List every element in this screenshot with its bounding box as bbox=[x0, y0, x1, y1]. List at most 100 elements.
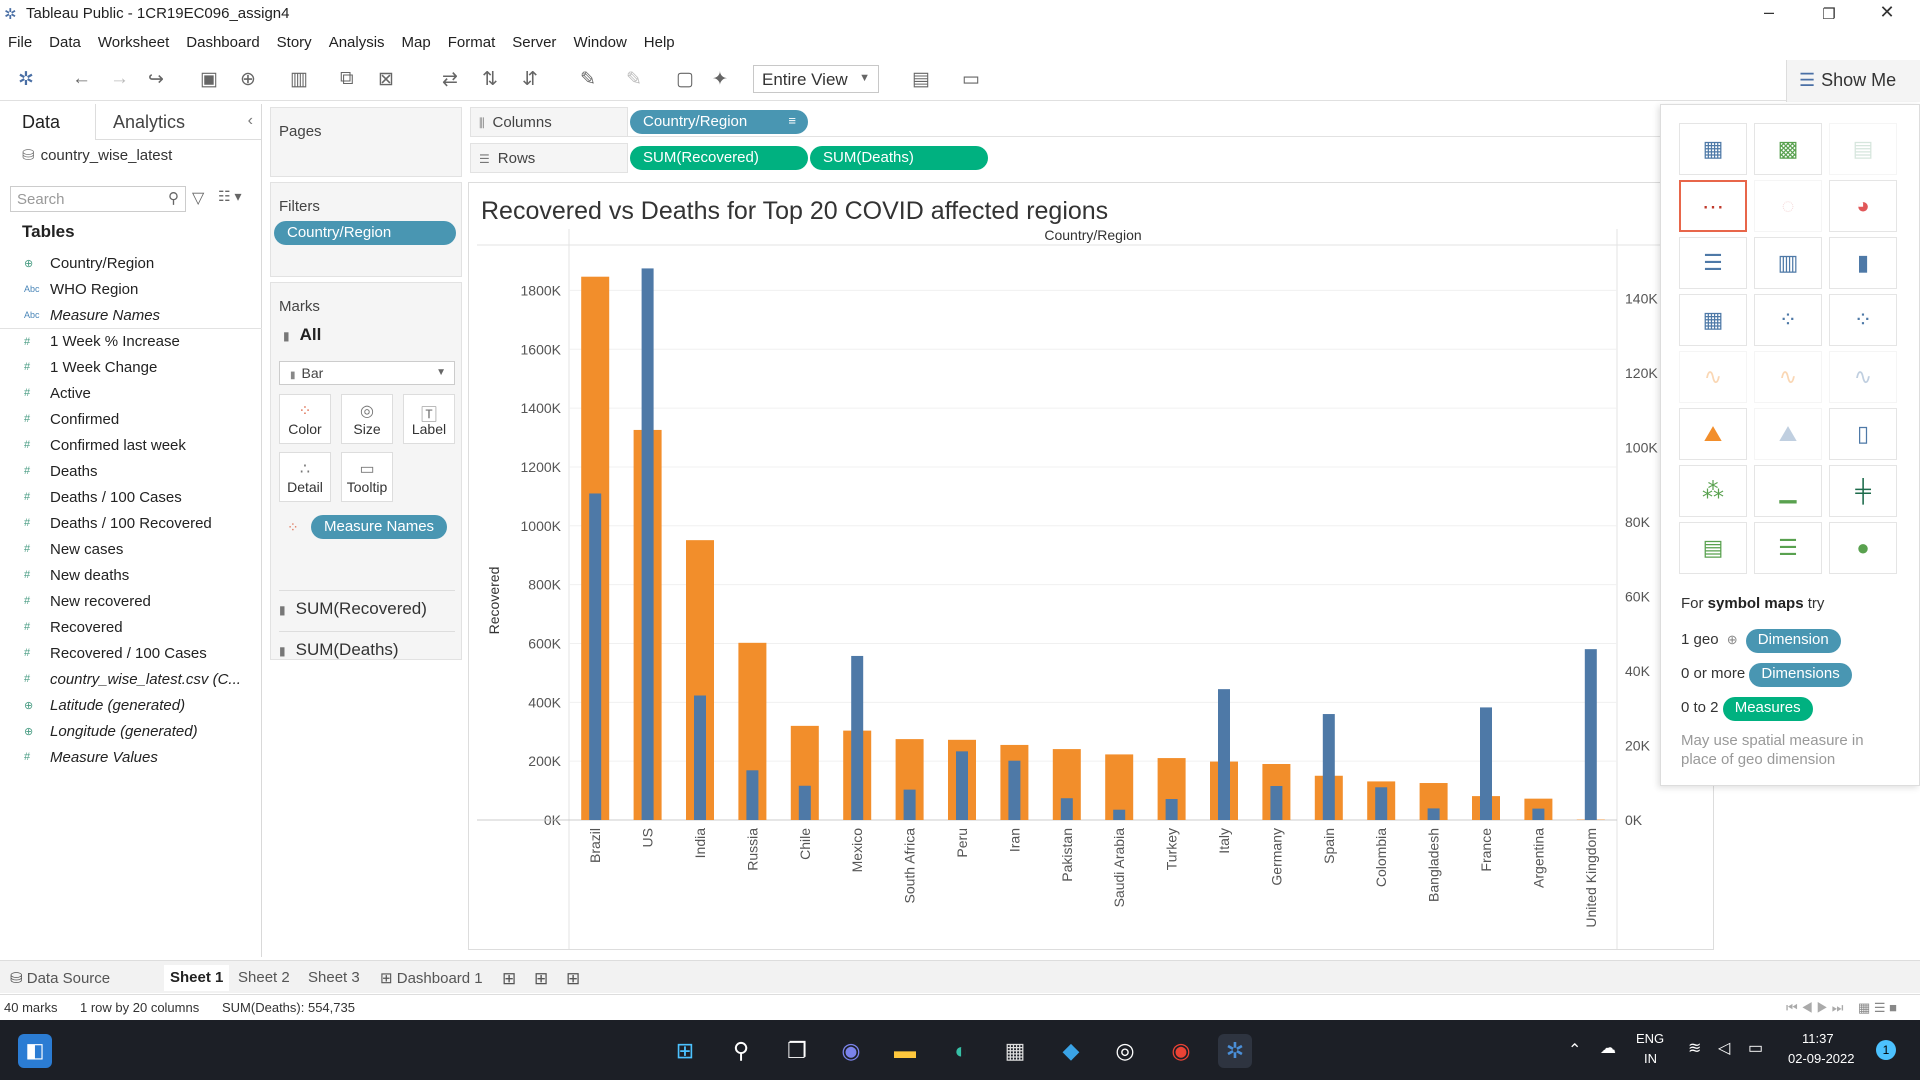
sort-descending-icon[interactable]: ⇵ bbox=[522, 69, 538, 90]
field-item[interactable]: # New recovered bbox=[0, 588, 262, 614]
new-worksheet-icon[interactable]: ▥ bbox=[290, 69, 308, 90]
field-item[interactable]: # Confirmed bbox=[0, 406, 262, 432]
rows-pill-recovered[interactable]: SUM(Recovered) bbox=[630, 146, 808, 170]
menu-worksheet[interactable]: Worksheet bbox=[97, 33, 170, 51]
menu-file[interactable]: File bbox=[8, 33, 33, 51]
color-pill-measure-names[interactable]: Measure Names bbox=[311, 515, 448, 539]
show-me-heat-map-icon[interactable]: ▩ bbox=[1754, 123, 1822, 175]
search-input[interactable]: Search ⚲ bbox=[10, 186, 186, 212]
notification-badge[interactable]: 1 bbox=[1876, 1040, 1896, 1060]
swap-rows-columns-icon[interactable]: ⇄ bbox=[442, 69, 458, 90]
clear-sheet-icon[interactable]: ⊠ bbox=[378, 69, 394, 90]
widgets-icon[interactable]: ◧ bbox=[18, 1034, 52, 1068]
data-source-item[interactable]: ⛁ country_wise_latest bbox=[22, 146, 172, 164]
tableau-home-icon[interactable]: ✲ bbox=[18, 69, 34, 90]
restore-button[interactable]: ❐ bbox=[1822, 6, 1836, 23]
show-me-dual-lines-icon[interactable]: ∿ bbox=[1829, 351, 1897, 403]
detail-card[interactable]: ∴ Detail bbox=[279, 452, 331, 502]
search-taskbar-icon[interactable]: ⚲ bbox=[732, 1038, 750, 1063]
presentation-mode-icon[interactable]: ▭ bbox=[962, 69, 980, 90]
new-dashboard-icon[interactable]: ⊞ bbox=[534, 969, 549, 988]
field-item[interactable]: ⊕ Country/Region bbox=[0, 250, 262, 276]
show-me-continuous-lines-icon[interactable]: ∿ bbox=[1679, 351, 1747, 403]
show-me-box-and-whisker-icon[interactable]: ╪ bbox=[1829, 465, 1897, 517]
show-me-dual-combination-icon[interactable]: ▯ bbox=[1829, 408, 1897, 460]
data-source-tab[interactable]: ⛁ Data Source bbox=[10, 969, 110, 987]
show-me-horizontal-bars-icon[interactable]: ☰ bbox=[1679, 237, 1747, 289]
tab-data[interactable]: Data bbox=[22, 112, 61, 132]
fit-dropdown[interactable]: Entire View ▼ bbox=[753, 65, 879, 93]
field-item[interactable]: # Deaths / 100 Recovered bbox=[0, 510, 262, 536]
rows-pill-deaths[interactable]: SUM(Deaths) bbox=[810, 146, 988, 170]
label-card[interactable]: 🅃 Label bbox=[403, 394, 455, 444]
field-item[interactable]: # Deaths / 100 Cases bbox=[0, 484, 262, 510]
show-me-pie-chart-icon[interactable]: ◕ bbox=[1829, 180, 1897, 232]
wifi-icon[interactable]: ≋ bbox=[1688, 1040, 1702, 1057]
filters-shelf[interactable]: Filters Country/Region bbox=[270, 182, 462, 277]
start-icon[interactable]: ⊞ bbox=[675, 1038, 695, 1063]
replay-icon[interactable]: ↪ bbox=[148, 69, 164, 90]
menu-format[interactable]: Format bbox=[447, 33, 496, 51]
duplicate-sheet-icon[interactable]: ⧉ bbox=[340, 68, 354, 89]
show-me-area-continuous-icon[interactable]: ⛰ bbox=[1679, 408, 1747, 460]
show-me-stacked-bars-icon[interactable]: ▥ bbox=[1754, 237, 1822, 289]
show-me-gantt-chart-icon[interactable]: ▤ bbox=[1679, 522, 1747, 574]
mark-type-dropdown[interactable]: ▮ Bar ▼ bbox=[279, 361, 455, 385]
field-item[interactable]: Abc Measure Names bbox=[0, 302, 262, 328]
field-item[interactable]: ⊕ Longitude (generated) bbox=[0, 718, 262, 744]
show-me-bullet-graph-icon[interactable]: ☰ bbox=[1754, 522, 1822, 574]
minimize-button[interactable]: – bbox=[1763, 2, 1774, 22]
group-members-icon[interactable]: ✎ bbox=[626, 69, 642, 90]
size-card[interactable]: ◎ Size bbox=[341, 394, 393, 444]
show-me-side-by-side-circles-icon[interactable]: ⁘ bbox=[1829, 294, 1897, 346]
tab-sheet-1[interactable]: Sheet 1 bbox=[164, 965, 230, 991]
field-item[interactable]: # New deaths bbox=[0, 562, 262, 588]
columns-shelf[interactable]: ⫼ Columns Country/Region ≡ bbox=[470, 107, 1660, 137]
tableau-taskbar-icon[interactable]: ✲ bbox=[1218, 1034, 1252, 1068]
show-me-scatter-plot-icon[interactable]: ⁂ bbox=[1679, 465, 1747, 517]
task-view-icon[interactable]: ❐ bbox=[787, 1038, 807, 1063]
save-icon[interactable]: ▣ bbox=[200, 69, 218, 90]
show-me-packed-bubbles-icon[interactable]: ● bbox=[1829, 522, 1897, 574]
show-me-side-by-side-bars-icon[interactable]: ▮ bbox=[1829, 237, 1897, 289]
field-item[interactable]: # Recovered bbox=[0, 614, 262, 640]
tab-sheet-3[interactable]: Sheet 3 bbox=[308, 969, 360, 986]
field-item[interactable]: # Confirmed last week bbox=[0, 432, 262, 458]
new-worksheet-icon[interactable]: ⊞ bbox=[502, 969, 517, 988]
battery-icon[interactable]: ▭ bbox=[1748, 1040, 1764, 1057]
menu-help[interactable]: Help bbox=[643, 33, 675, 51]
field-item[interactable]: # Recovered / 100 Cases bbox=[0, 640, 262, 666]
edge-icon[interactable]: ◐ bbox=[954, 1038, 968, 1063]
show-me-treemap-icon[interactable]: ▦ bbox=[1679, 294, 1747, 346]
tab-analytics[interactable]: Analytics bbox=[113, 112, 186, 132]
menu-window[interactable]: Window bbox=[573, 33, 627, 51]
field-item[interactable]: # New cases bbox=[0, 536, 262, 562]
color-card[interactable]: ⁘ Color bbox=[279, 394, 331, 444]
volume-icon[interactable]: ◁ bbox=[1718, 1040, 1731, 1057]
show-me-symbol-map-icon[interactable]: ⋯ bbox=[1679, 180, 1747, 232]
tab-sheet-2[interactable]: Sheet 2 bbox=[238, 969, 290, 986]
cloud-icon[interactable]: ☁ bbox=[1600, 1040, 1616, 1057]
chrome-icon[interactable]: ◉ bbox=[1171, 1038, 1191, 1063]
chevron-up-icon[interactable]: ⌃ bbox=[1568, 1042, 1582, 1059]
show-me-area-discrete-icon[interactable]: ⛰ bbox=[1754, 408, 1822, 460]
show-me-text-table-icon[interactable]: ▦ bbox=[1679, 123, 1747, 175]
show-cards-icon[interactable]: ▤ bbox=[912, 69, 930, 90]
menu-dashboard[interactable]: Dashboard bbox=[186, 33, 260, 51]
store-icon[interactable]: ▦ bbox=[1004, 1038, 1026, 1063]
field-item[interactable]: #1 Week % Increase bbox=[0, 328, 262, 354]
menu-map[interactable]: Map bbox=[401, 33, 431, 51]
vscode-icon[interactable]: ◆ bbox=[1062, 1038, 1080, 1063]
tab-dashboard-1[interactable]: ⊞ Dashboard 1 bbox=[380, 969, 483, 987]
redo-icon[interactable]: → bbox=[110, 68, 129, 89]
clock-time[interactable]: 11:37 bbox=[1802, 1031, 1834, 1046]
undo-icon[interactable]: ← bbox=[72, 68, 91, 89]
teams-chat-icon[interactable]: ◉ bbox=[841, 1038, 861, 1063]
show-me-circle-views-icon[interactable]: ⁘ bbox=[1754, 294, 1822, 346]
tooltip-card[interactable]: ▭ Tooltip bbox=[341, 452, 393, 502]
view-options-icon[interactable]: ☷ ▾ bbox=[218, 188, 242, 204]
view-mode-icons[interactable]: ▦ ☰ ■ bbox=[1858, 1000, 1898, 1015]
show-mark-labels-icon[interactable]: ▢ bbox=[676, 69, 694, 90]
highlight-icon[interactable]: ✎ bbox=[580, 69, 596, 90]
filter-icon[interactable]: ▽ bbox=[192, 190, 205, 207]
